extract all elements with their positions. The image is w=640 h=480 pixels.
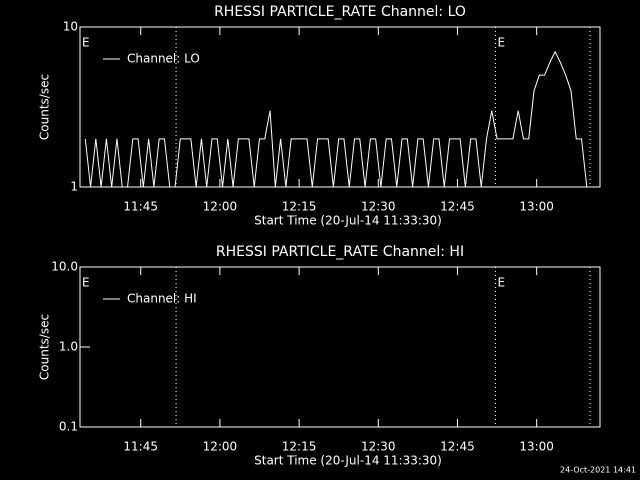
- event-label: E: [82, 36, 90, 50]
- x-tick-label: 12:00: [203, 200, 238, 214]
- chart-title: RHESSI PARTICLE_RATE Channel: HI: [216, 244, 464, 260]
- x-tick-label: 12:00: [203, 440, 238, 454]
- x-tick-label: 12:45: [440, 200, 475, 214]
- x-tick-label: 12:15: [282, 200, 317, 214]
- x-tick-label: 12:45: [440, 440, 475, 454]
- legend-label: Channel: LO: [127, 52, 200, 66]
- x-tick-label: 12:30: [361, 440, 396, 454]
- y-axis-label: Counts/sec: [38, 314, 52, 380]
- footer: 24-Oct-2021 14:41: [560, 466, 636, 475]
- event-label: E: [497, 36, 505, 50]
- y-tick-label: 10: [63, 20, 78, 34]
- y-tick-label: 10.0: [51, 260, 78, 274]
- event-label: E: [497, 276, 505, 290]
- x-tick-label: 12:30: [361, 200, 396, 214]
- plot-frame: [79, 26, 601, 188]
- y-tick-label: 1.0: [59, 340, 78, 354]
- x-tick-label: 13:00: [519, 200, 554, 214]
- event-label: E: [82, 276, 90, 290]
- y-axis-label: Counts/sec: [38, 74, 52, 140]
- chart-title: RHESSI PARTICLE_RATE Channel: LO: [214, 4, 466, 20]
- x-tick-label: 11:45: [123, 440, 158, 454]
- x-axis-label: Start Time (20-Jul-14 11:33:30): [254, 214, 442, 228]
- x-tick-label: 13:00: [519, 440, 554, 454]
- x-tick-label: 12:15: [282, 440, 317, 454]
- data-line: [84, 50, 588, 188]
- y-tick-label: 1: [70, 180, 78, 194]
- y-tick-label: 0.1: [59, 420, 78, 434]
- legend-label: Channel: HI: [127, 292, 197, 306]
- x-axis-label: Start Time (20-Jul-14 11:33:30): [254, 454, 442, 468]
- x-tick-label: 11:45: [123, 200, 158, 214]
